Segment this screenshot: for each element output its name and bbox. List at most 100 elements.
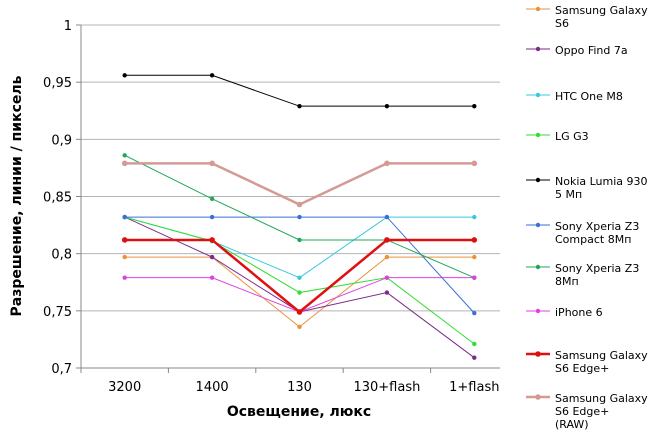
data-point <box>209 254 215 260</box>
legend-swatch-marker <box>535 92 541 98</box>
data-point <box>209 237 215 243</box>
data-point <box>297 275 302 280</box>
data-point <box>472 275 477 280</box>
axes <box>76 24 500 373</box>
legend-label: iPhone 6 <box>555 306 660 319</box>
legend-swatch-marker <box>535 351 541 357</box>
legend-label-line: S6 <box>555 17 569 30</box>
series-group <box>122 73 477 109</box>
series-group <box>122 214 477 316</box>
x-tick-label: 1+flash <box>449 380 499 395</box>
y-tick-label: 0,85 <box>43 191 72 206</box>
legend-swatch <box>526 177 550 183</box>
gridlines <box>81 24 500 312</box>
x-axis-title: Освещение, люкс <box>227 404 371 420</box>
legend-label-line: Samsung Galaxy <box>555 349 648 362</box>
legend-label-line: iPhone 6 <box>555 306 603 319</box>
data-point <box>122 275 127 280</box>
legend-swatch <box>526 92 550 98</box>
data-point <box>297 290 302 295</box>
legend-swatch-marker <box>535 222 541 228</box>
legend-swatch-marker <box>535 264 541 270</box>
legend-swatch <box>526 308 550 314</box>
legend-label-line: Sony Xperia Z3 <box>555 220 640 233</box>
data-point <box>471 160 478 167</box>
data-point <box>122 214 127 220</box>
data-point <box>472 310 477 316</box>
legend-label-line: LG G3 <box>555 130 589 143</box>
chart-legend: Samsung Galaxy S6 Oppo Find 7a HTC One M8 LG… <box>522 0 662 441</box>
series-line <box>124 277 475 313</box>
legend-swatch-marker <box>535 6 541 12</box>
data-point <box>296 201 303 208</box>
data-point <box>384 103 390 109</box>
legend-label: Samsung Galaxy S6 Edge+ (RAW) <box>555 392 660 431</box>
series-group <box>121 237 478 315</box>
data-point <box>296 309 303 315</box>
data-point <box>472 103 477 109</box>
legend-label: Samsung Galaxy S6 <box>555 4 660 30</box>
data-point <box>209 214 215 220</box>
data-point <box>297 103 302 109</box>
series-group <box>122 275 477 315</box>
tick-labels: 0,7 0,75 0,8 0,85 0,9 0,95 1 3200 1400 130 130+fla… <box>43 19 499 395</box>
x-tick-label: 3200 <box>108 380 141 395</box>
data-point <box>472 341 477 347</box>
series-line <box>124 162 475 206</box>
legend-swatch <box>526 222 550 228</box>
data-point <box>121 160 128 167</box>
legend-label: Sony Xperia Z3 Compact 8Мп <box>555 220 660 246</box>
x-tick-label: 130+flash <box>353 380 420 395</box>
x-tick-label: 1400 <box>196 380 229 395</box>
legend-label: Oppo Find 7a <box>555 44 660 57</box>
legend-label-line: Samsung Galaxy <box>555 4 648 17</box>
data-point <box>384 254 390 260</box>
data-point <box>209 160 215 167</box>
y-tick-label: 0,95 <box>43 76 72 91</box>
series-group <box>122 214 477 280</box>
x-tick-label: 130 <box>287 380 312 395</box>
legend-label: LG G3 <box>555 130 660 143</box>
legend-swatch-marker <box>535 177 541 183</box>
y-tick-label: 0,8 <box>51 248 72 263</box>
y-tick-label: 1 <box>64 19 72 34</box>
legend-label-line: Nokia Lumia 930 <box>555 175 648 188</box>
legend-label: Sony Xperia Z3 8Мп <box>555 262 660 288</box>
legend-swatch <box>526 6 550 12</box>
data-point <box>297 324 302 330</box>
data-point <box>122 254 127 260</box>
data-point <box>472 214 477 220</box>
y-tick-label: 0,7 <box>51 362 72 377</box>
legend-label-line: S6 Edge+ <box>555 405 610 418</box>
legend-label-line: Samsung Galaxy <box>555 392 648 405</box>
data-point <box>384 237 390 243</box>
data-point <box>297 237 302 243</box>
line-chart: 0,7 0,75 0,8 0,85 0,9 0,95 1 3200 1400 130 130+fla… <box>9 19 500 420</box>
legend-swatch <box>526 264 550 270</box>
legend-label-line: Oppo Find 7a <box>555 44 628 57</box>
legend-label-line: Compact 8Мп <box>555 233 632 246</box>
legend-swatch <box>526 351 550 357</box>
data-point <box>472 355 477 360</box>
series-layer <box>121 73 478 360</box>
data-point <box>209 275 215 280</box>
y-tick-label: 0,9 <box>51 133 72 148</box>
legend-label-line: 5 Мп <box>555 188 583 201</box>
y-axis-title: Разрешение, линии / пиксель <box>9 75 25 316</box>
legend-swatch-marker <box>535 46 541 52</box>
series-group <box>122 214 477 360</box>
legend-swatch-marker <box>535 308 541 314</box>
data-point <box>471 237 478 243</box>
data-point <box>209 196 215 201</box>
legend-label: Nokia Lumia 930 5 Мп <box>555 175 660 201</box>
legend-swatch <box>526 394 550 400</box>
legend-swatch <box>526 46 550 52</box>
data-point <box>384 160 390 167</box>
legend-label-line: Sony Xperia Z3 <box>555 262 640 275</box>
data-point <box>297 214 302 220</box>
data-point <box>122 153 127 158</box>
series-line <box>124 216 475 279</box>
data-point <box>472 254 477 260</box>
legend-label: Samsung Galaxy S6 Edge+ <box>555 349 660 375</box>
data-point <box>384 275 390 280</box>
